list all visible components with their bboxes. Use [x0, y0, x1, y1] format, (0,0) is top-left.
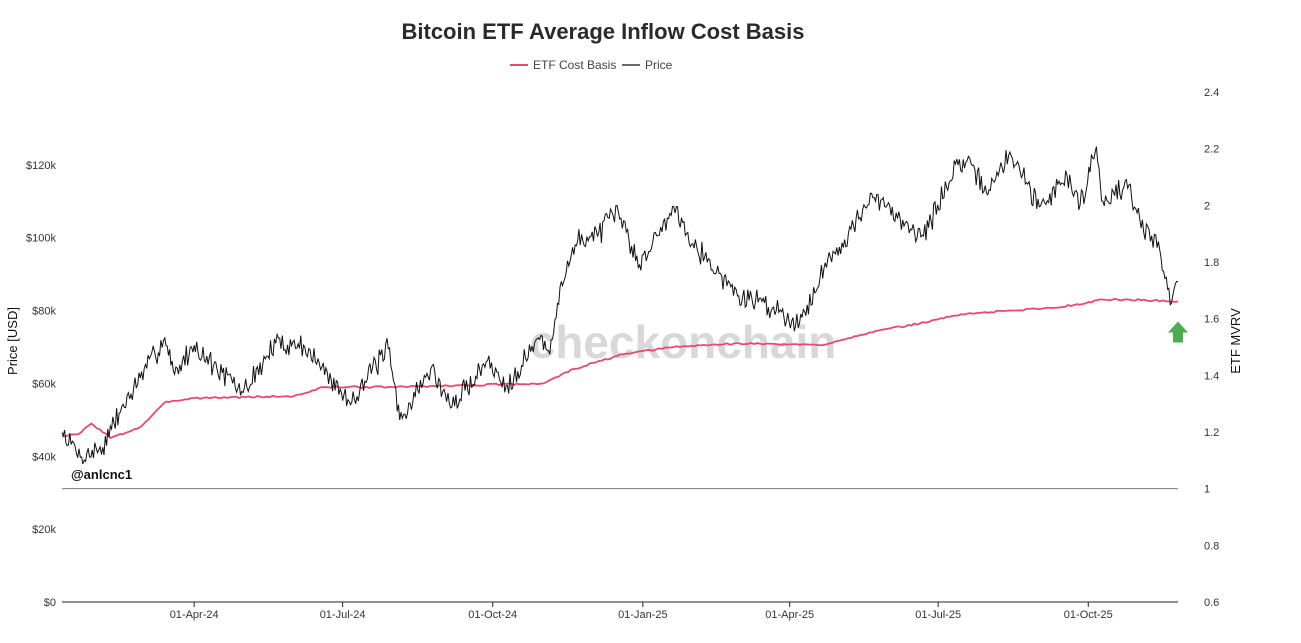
x-tick-label: 01-Jul-25 [915, 609, 961, 621]
y-right-tick-label: 1.8 [1204, 257, 1219, 269]
x-tick-label: 01-Jul-24 [320, 609, 366, 621]
y-left-tick-label: $20k [32, 524, 56, 536]
watermark: checkonchain [530, 316, 837, 368]
y-left-tick-label: $80k [32, 306, 56, 318]
x-tick-label: 01-Oct-25 [1064, 609, 1113, 621]
y-right-tick-label: 2.4 [1204, 87, 1219, 99]
y-left-tick-label: $40k [32, 451, 56, 463]
y-left-axis: $0 $20k $40k $60k $80k $100k $120k [26, 160, 56, 609]
x-axis: 01-Apr-24 01-Jul-24 01-Oct-24 01-Jan-25 01-A… [170, 602, 1113, 621]
y-right-tick-label: 1 [1204, 484, 1210, 496]
y-right-axis: 0.6 0.8 1 1.2 1.4 1.6 1.8 2 2.2 2.4 [1204, 87, 1219, 609]
y-right-tick-label: 2.2 [1204, 144, 1219, 156]
green-up-arrow-icon [1168, 321, 1188, 343]
y-left-axis-title: Price [USD] [5, 307, 20, 375]
y-right-tick-label: 2 [1204, 200, 1210, 212]
x-tick-label: 01-Apr-24 [170, 609, 219, 621]
y-right-tick-label: 0.8 [1204, 540, 1219, 552]
legend-label-cost-basis[interactable]: ETF Cost Basis [533, 58, 616, 72]
x-tick-label: 01-Apr-25 [765, 609, 814, 621]
series-price-line [61, 146, 1179, 465]
y-left-tick-label: $0 [44, 597, 56, 609]
legend[interactable]: ETF Cost Basis Price [510, 58, 673, 72]
y-right-tick-label: 1.2 [1204, 427, 1219, 439]
annotations [1168, 321, 1188, 343]
y-right-tick-label: 1.4 [1204, 370, 1219, 382]
y-right-tick-label: 1.6 [1204, 314, 1219, 326]
x-tick-label: 01-Oct-24 [468, 609, 517, 621]
y-right-axis-title: ETF MVRV [1228, 308, 1243, 374]
credit-handle: @anlcnc1 [71, 467, 132, 482]
y-left-tick-label: $60k [32, 378, 56, 390]
x-tick-label: 01-Jan-25 [618, 609, 668, 621]
series-etf-cost-basis-line [61, 297, 1179, 440]
y-left-tick-label: $120k [26, 160, 56, 172]
chart-title: Bitcoin ETF Average Inflow Cost Basis [402, 19, 805, 44]
y-right-tick-label: 0.6 [1204, 597, 1219, 609]
y-left-tick-label: $100k [26, 233, 56, 245]
legend-label-price[interactable]: Price [645, 58, 673, 72]
